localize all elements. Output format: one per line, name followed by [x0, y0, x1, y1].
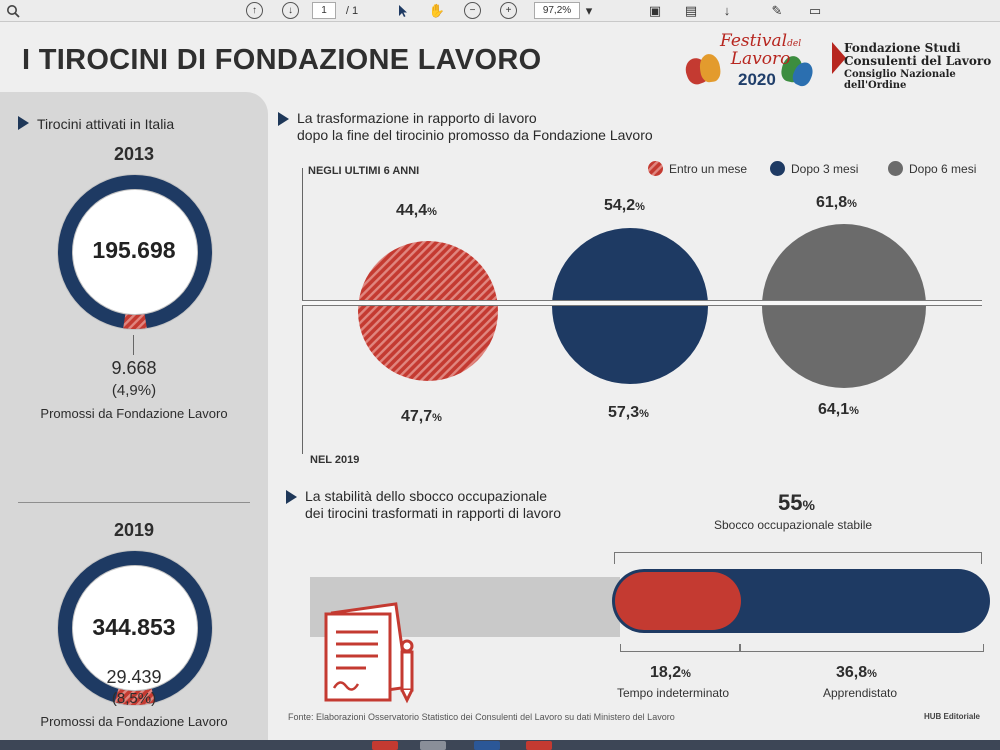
stable-label: Sbocco occupazionale stabile	[714, 518, 873, 532]
contract-document-icon	[324, 602, 414, 704]
credit-label: HUB Editoriale	[924, 712, 981, 721]
stability-heading-line1: La stabilità dello sbocco occupazionale	[305, 488, 548, 504]
previous-page-icon[interactable]: ↑	[246, 2, 263, 19]
ring-2019-promoted-arc	[114, 688, 156, 705]
circle-entro-un-mese	[358, 241, 498, 381]
promoted-label-2019: Promossi da Fondazione Lavoro	[40, 714, 228, 729]
stable-bracket	[614, 552, 982, 564]
year-2013: 2013	[113, 144, 155, 164]
panel-divider	[18, 502, 250, 503]
select-cursor-icon[interactable]	[394, 2, 412, 19]
transformation-heading-line2: dopo la fine del tirocinio promosso da F…	[297, 127, 653, 143]
label-apprendistato: Apprendistato	[823, 686, 898, 700]
legend-dot-blue	[770, 161, 785, 176]
infographic-page: I TIROCINI DI FONDAZIONE LAVORO Festival…	[0, 22, 1000, 740]
bracket-tempo-indeterminato	[620, 644, 740, 652]
festival-logo-text: Festivaldel Lavoro	[720, 31, 802, 69]
festival-del-lavoro-logo: Festivaldel Lavoro 2020	[682, 30, 817, 94]
ring-2013-promoted-arc	[123, 314, 147, 329]
pct-bottom-dopo-6-mesi: 64,1%	[818, 401, 859, 418]
taskbar-pdf-icon[interactable]	[526, 741, 552, 750]
stability-bar-tempo-indeterminato	[615, 572, 741, 630]
top-period-label: NEGLI ULTIMI 6 ANNI	[308, 165, 420, 177]
transformation-heading-line1: La trasformazione in rapporto di lavoro	[297, 110, 537, 126]
taskbar-app-icon[interactable]	[372, 741, 398, 750]
zoom-level-field[interactable]: 97,2%	[534, 2, 580, 19]
transformation-heading: La trasformazione in rapporto di lavoro …	[278, 110, 653, 144]
ring-2019	[57, 550, 213, 706]
pct-bottom-dopo-3-mesi: 57,3%	[608, 404, 649, 421]
zoom-in-icon[interactable]: +	[500, 2, 517, 19]
promoted-pct-2013: (4,9%)	[111, 382, 157, 399]
zoom-dropdown-icon[interactable]: ▾	[585, 2, 593, 18]
stable-value: 55%	[778, 490, 815, 515]
section-triangle-icon	[18, 116, 29, 130]
zoom-out-icon[interactable]: −	[464, 2, 481, 19]
section-triangle-icon	[286, 490, 297, 504]
total-2019: 344.853	[92, 614, 176, 640]
left-section-heading: Tirocini attivati in Italia	[18, 116, 174, 133]
page-total: / 1	[345, 4, 359, 17]
fondazione-logo-line1: Fondazione Studi	[844, 41, 961, 55]
total-2013: 195.698	[92, 237, 176, 263]
bracket-apprendistato	[740, 644, 984, 652]
promoted-pct-2019: (8,5%)	[111, 690, 157, 707]
legend-dot-grey	[888, 161, 903, 176]
zoom-search-icon[interactable]	[4, 2, 22, 19]
legend-dopo-6-mesi: Dopo 6 mesi	[888, 161, 976, 176]
circle-dopo-6-mesi	[762, 224, 926, 388]
stability-heading-line2: dei tirocini trasformati in rapporti di …	[305, 505, 561, 521]
more-icon[interactable]: ▭	[808, 2, 822, 18]
value-apprendistato: 36,8%	[836, 664, 877, 681]
ring-2013	[57, 174, 213, 330]
legend-dot-red	[648, 161, 663, 176]
comment-icon[interactable]: ▤	[684, 2, 698, 18]
page-title: I TIROCINI DI FONDAZIONE LAVORO	[22, 44, 542, 76]
fondazione-logo-line2: Consulenti del Lavoro	[844, 54, 992, 68]
source-note: Fonte: Elaborazioni Osservatorio Statist…	[288, 712, 675, 722]
download-icon[interactable]: ↓	[723, 3, 731, 18]
circle-dopo-3-mesi	[552, 228, 708, 384]
stability-heading: La stabilità dello sbocco occupazionale …	[286, 488, 561, 522]
pointer-line-2013	[133, 335, 134, 355]
fondazione-mark-icon	[832, 42, 846, 74]
taskbar-app-icon[interactable]	[420, 741, 446, 750]
hand-tool-icon[interactable]: ✋	[428, 2, 446, 18]
fit-page-icon[interactable]: ▣	[648, 2, 662, 18]
legend-entro-un-mese: Entro un mese	[648, 161, 747, 176]
taskbar-word-icon[interactable]	[474, 741, 500, 750]
bottom-period-label: NEL 2019	[310, 454, 360, 466]
pct-top-dopo-6-mesi: 61,8%	[816, 194, 857, 211]
legend-dopo-3-mesi: Dopo 3 mesi	[770, 161, 858, 176]
fondazione-studi-logo: Fondazione Studi Consulenti del Lavoro C…	[832, 40, 994, 91]
tirocini-attivati-panel: Tirocini attivati in Italia 2013 195.698…	[0, 92, 268, 740]
edit-icon[interactable]: ✎	[771, 2, 783, 18]
promoted-2013: 9.668	[111, 358, 157, 378]
page-number-input[interactable]: 1	[312, 2, 336, 19]
period-divider-line	[302, 300, 982, 306]
pct-top-entro-un-mese: 44,4%	[396, 202, 437, 219]
left-heading-text: Tirocini attivati in Italia	[37, 116, 175, 132]
axis-lower	[302, 306, 303, 454]
section-triangle-icon	[278, 112, 289, 126]
festival-logo-year: 2020	[738, 70, 776, 89]
label-tempo-indeterminato: Tempo indeterminato	[617, 686, 730, 700]
fondazione-logo-line3: Consiglio Nazionale dell'Ordine	[844, 69, 956, 91]
value-tempo-indeterminato: 18,2%	[650, 664, 691, 681]
os-taskbar	[0, 740, 1000, 750]
transformation-circles	[358, 224, 926, 388]
year-2019: 2019	[113, 520, 155, 540]
pct-top-dopo-3-mesi: 54,2%	[604, 197, 645, 214]
promoted-label-2013: Promossi da Fondazione Lavoro	[40, 406, 228, 421]
pdf-viewer-toolbar: ↑ ↓ 1 / 1 ✋ − + 97,2% ▾ ▣ ▤ ↓ ✎ ▭	[0, 0, 1000, 22]
pct-bottom-entro-un-mese: 47,7%	[401, 408, 442, 425]
promoted-2019: 29.439	[106, 667, 162, 687]
next-page-icon[interactable]: ↓	[282, 2, 299, 19]
axis-upper	[302, 168, 303, 300]
